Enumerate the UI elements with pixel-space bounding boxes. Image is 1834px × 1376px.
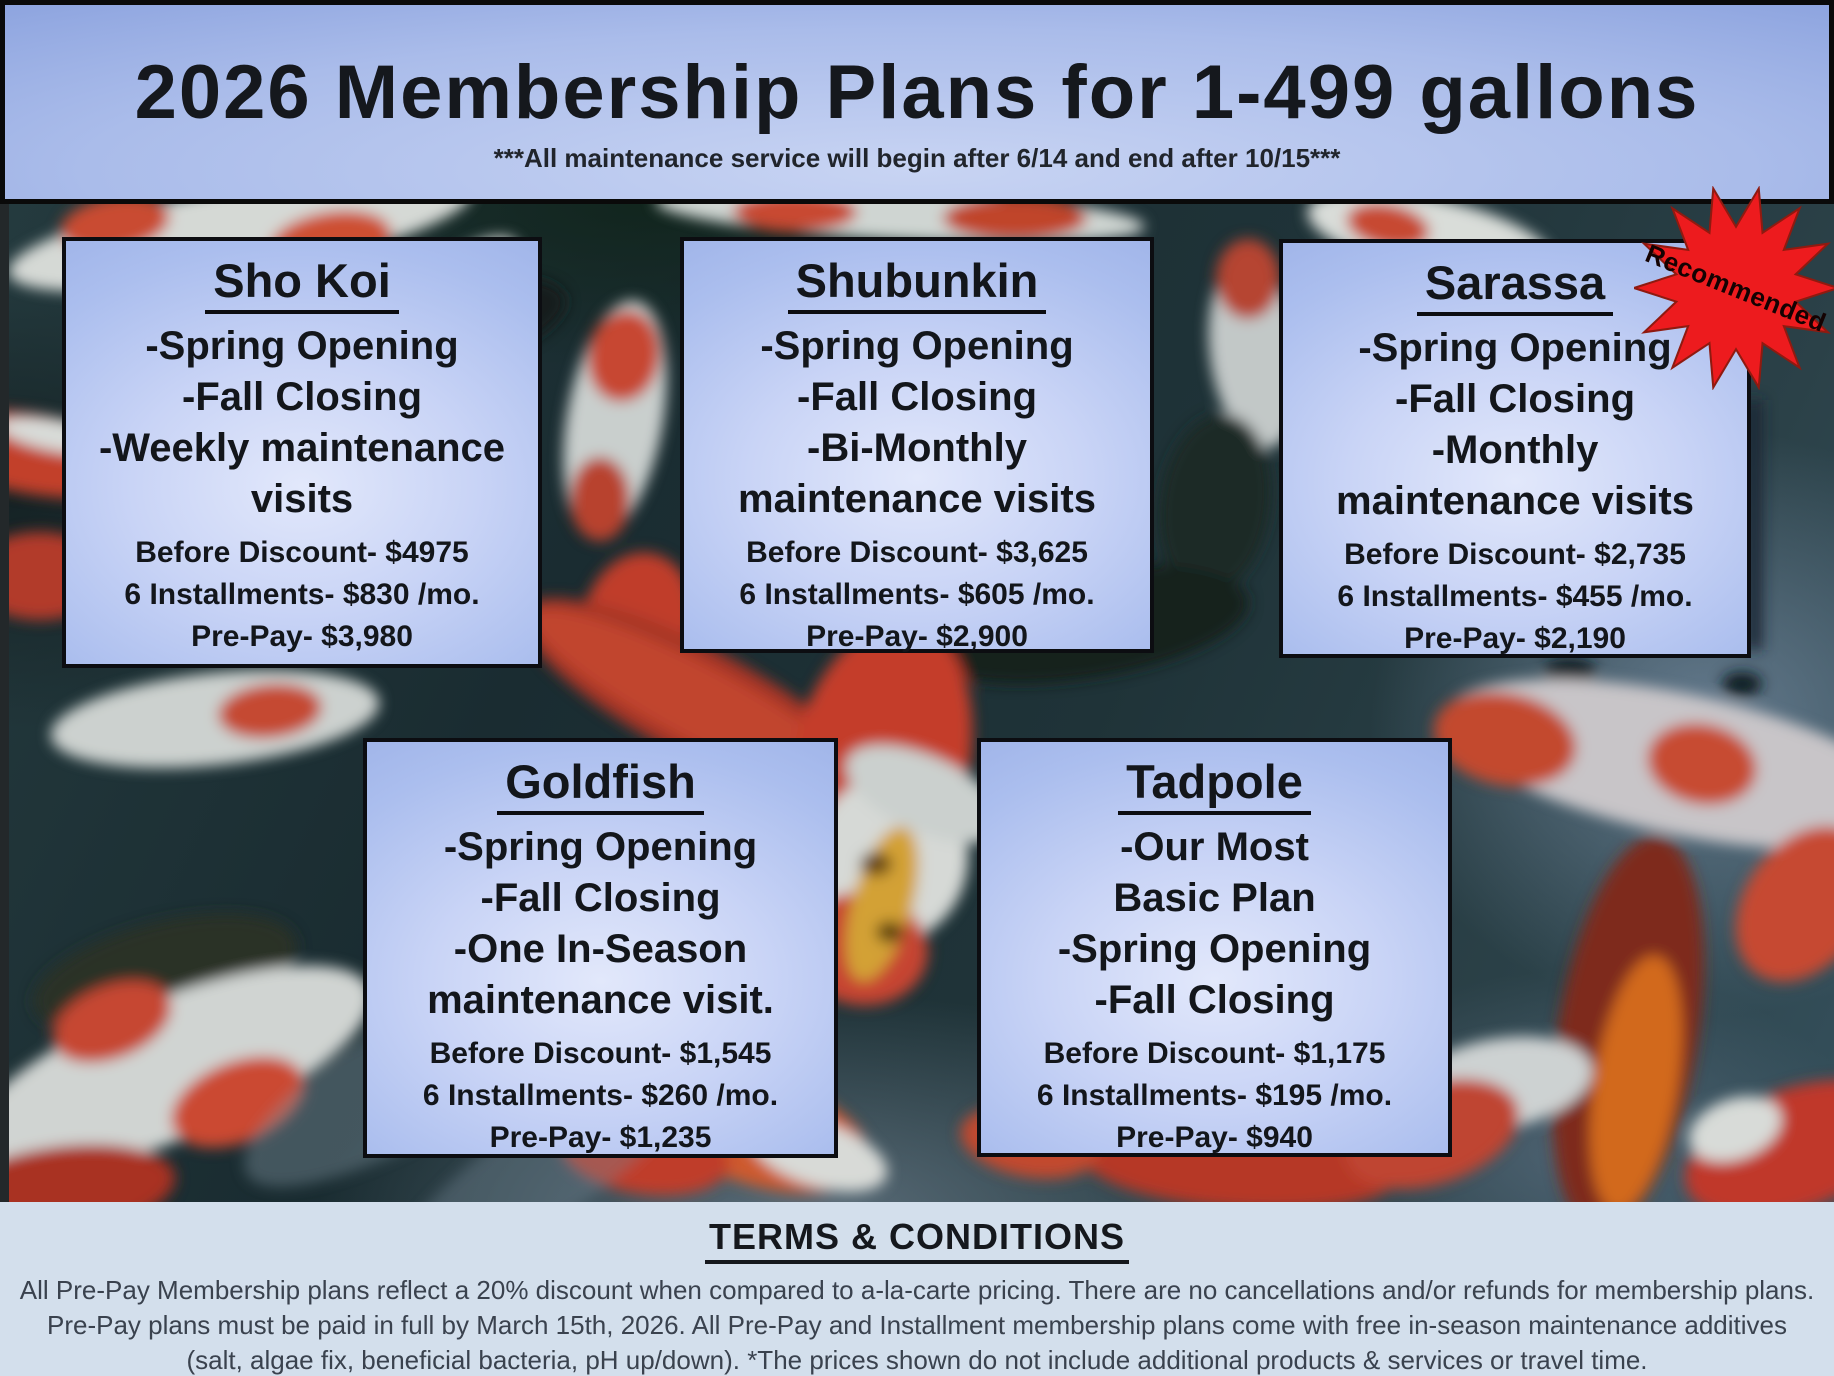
plan-feature: visits xyxy=(250,477,354,522)
plan-price: Before Discount- $1,545 xyxy=(429,1037,772,1071)
plan-feature: -Spring Opening xyxy=(760,324,1074,369)
plan-feature: -Spring Opening xyxy=(1057,927,1372,972)
plan-price: Pre-Pay- $2,190 xyxy=(1404,622,1626,656)
header: 2026 Membership Plans for 1-499 gallons … xyxy=(0,0,1834,204)
page-subtitle: ***All maintenance service will begin af… xyxy=(493,143,1341,173)
plan-price: Pre-Pay- $1,235 xyxy=(489,1121,712,1155)
terms-body: All Pre-Pay Membership plans reflect a 2… xyxy=(19,1275,1815,1375)
plan-card-shubunkin: Shubunkin -Spring Opening -Fall Closing … xyxy=(680,237,1154,653)
plan-card-sarassa: Sarassa -Spring Opening -Fall Closing -M… xyxy=(1279,239,1751,658)
plan-features: -Spring Opening -Fall Closing -Bi-Monthl… xyxy=(684,321,1150,525)
plan-feature: maintenance visits xyxy=(738,477,1096,522)
plan-price: Pre-Pay- $940 xyxy=(1116,1121,1313,1155)
plan-title: Sarassa xyxy=(1416,255,1614,317)
plan-features: -Spring Opening -Fall Closing -One In-Se… xyxy=(367,822,834,1026)
plan-price: 6 Installments- $605 /mo. xyxy=(739,578,1095,612)
starburst-icon xyxy=(1634,186,1834,390)
recommended-badge: Recommended xyxy=(1634,186,1834,390)
plan-feature: -Spring Opening xyxy=(145,324,459,369)
plan-price: 6 Installments- $455 /mo. xyxy=(1337,580,1693,614)
plan-feature: -Monthly xyxy=(1431,428,1599,473)
plan-feature: maintenance visits xyxy=(1336,479,1694,524)
plan-card-goldfish: Goldfish -Spring Opening -Fall Closing -… xyxy=(363,738,838,1158)
plan-title: Sho Koi xyxy=(205,253,399,315)
plan-title: Tadpole xyxy=(1118,754,1311,816)
plan-feature: -Fall Closing xyxy=(1395,377,1635,422)
plan-title: Shubunkin xyxy=(787,253,1047,315)
plan-price: Before Discount- $1,175 xyxy=(1043,1037,1386,1071)
page-title: 2026 Membership Plans for 1-499 gallons xyxy=(134,50,1700,135)
plan-prices: Before Discount- $1,175 6 Installments- … xyxy=(981,1033,1448,1159)
plan-features: -Spring Opening -Fall Closing -Monthly m… xyxy=(1283,323,1747,527)
plan-features: -Our Most Basic Plan -Spring Opening -Fa… xyxy=(981,822,1448,1026)
plan-feature: Basic Plan xyxy=(1113,876,1316,921)
koi-pond-photo: Sho Koi -Spring Opening -Fall Closing -W… xyxy=(0,204,1834,1202)
plan-feature: -One In-Season xyxy=(453,927,748,972)
plan-prices: Before Discount- $3,625 6 Installments- … xyxy=(684,532,1150,658)
plan-feature: -Our Most xyxy=(1120,825,1309,870)
plan-features: -Spring Opening -Fall Closing -Weekly ma… xyxy=(66,321,538,525)
terms-section: TERMS & CONDITIONS All Pre-Pay Membershi… xyxy=(0,1202,1834,1376)
plan-feature: -Spring Opening xyxy=(1358,326,1672,371)
plan-price: 6 Installments- $260 /mo. xyxy=(422,1079,779,1113)
plan-feature: -Fall Closing xyxy=(480,876,721,921)
plan-prices: Before Discount- $4975 6 Installments- $… xyxy=(66,532,538,658)
plan-prices: Before Discount- $2,735 6 Installments- … xyxy=(1283,534,1747,660)
terms-title: TERMS & CONDITIONS xyxy=(704,1216,1129,1264)
plan-feature: -Weekly maintenance xyxy=(98,426,506,471)
plan-price: Before Discount- $2,735 xyxy=(1344,538,1686,572)
plan-feature: -Spring Opening xyxy=(443,825,758,870)
plan-feature: -Fall Closing xyxy=(1094,978,1335,1023)
plan-price: Pre-Pay- $2,900 xyxy=(806,620,1028,654)
plan-feature: maintenance visit. xyxy=(427,978,774,1023)
plan-feature: -Fall Closing xyxy=(797,375,1037,420)
plan-price: 6 Installments- $195 /mo. xyxy=(1036,1079,1393,1113)
plan-price: Before Discount- $3,625 xyxy=(746,536,1088,570)
plan-price: Pre-Pay- $3,980 xyxy=(191,620,413,654)
plan-card-sho-koi: Sho Koi -Spring Opening -Fall Closing -W… xyxy=(62,237,542,668)
plan-price: 6 Installments- $830 /mo. xyxy=(124,578,480,612)
plan-card-tadpole: Tadpole -Our Most Basic Plan -Spring Ope… xyxy=(977,738,1452,1157)
plan-feature: -Fall Closing xyxy=(182,375,422,420)
plan-price: Before Discount- $4975 xyxy=(135,536,469,570)
plan-title: Goldfish xyxy=(497,754,704,816)
plan-prices: Before Discount- $1,545 6 Installments- … xyxy=(367,1033,834,1159)
plan-feature: -Bi-Monthly xyxy=(807,426,1027,471)
